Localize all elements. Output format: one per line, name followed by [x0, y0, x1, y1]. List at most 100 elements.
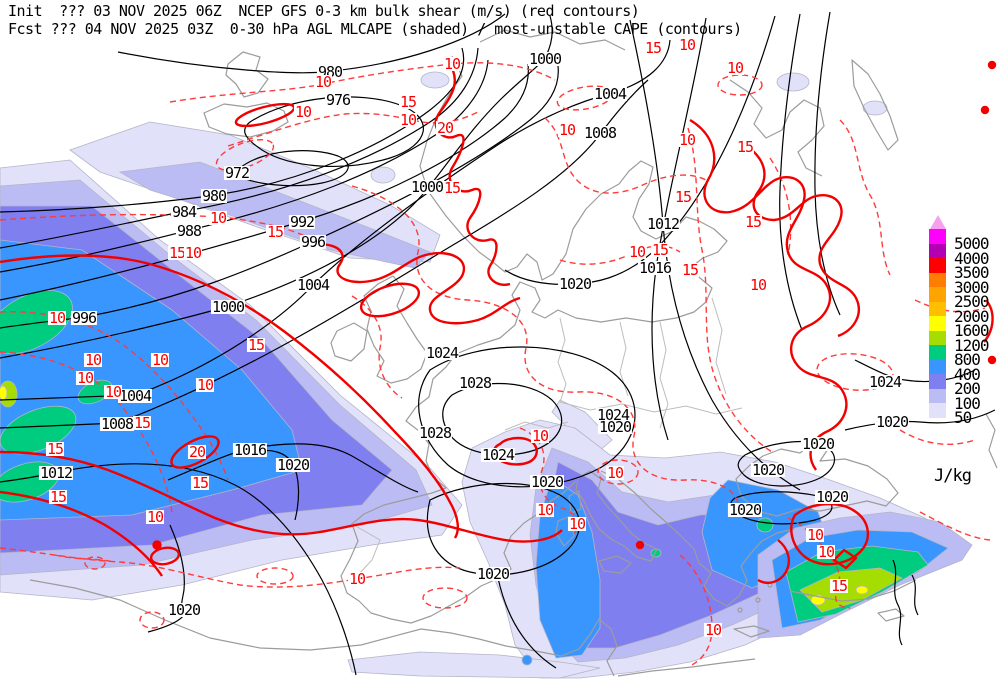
isobar-label: 1004: [117, 387, 152, 405]
isobar-label: 1028: [417, 424, 452, 442]
isobar-label: 1020: [166, 601, 201, 619]
isobar-label: 1020: [275, 456, 310, 474]
legend-entry: 100: [929, 388, 989, 411]
legend-value: 3000: [954, 277, 990, 297]
shear-label: 10: [725, 59, 744, 77]
isobar-label: 1008: [99, 415, 134, 433]
legend-entry: 50: [929, 403, 989, 426]
isobar-label: 1020: [814, 488, 849, 506]
isobar-label: 1016: [232, 441, 267, 459]
shear-label: 10: [805, 526, 824, 544]
shear-label: 15: [673, 188, 692, 206]
shear-label: 10: [208, 209, 227, 227]
shear-label: 10: [816, 543, 835, 561]
shear-label: 10: [605, 464, 624, 482]
shear-label: 15: [167, 244, 186, 262]
shear-label: 10: [557, 121, 576, 139]
legend-value: 2500: [954, 292, 990, 311]
legend-swatch: [929, 229, 946, 244]
shear-label: 15: [680, 261, 699, 279]
legend-entry: 5000: [929, 229, 990, 252]
legend-swatch: [929, 403, 946, 418]
legend-swatch: [929, 287, 946, 302]
shear-label: 10: [703, 621, 722, 639]
isobar-label: 976: [324, 91, 351, 109]
shear-label: 10: [195, 376, 214, 394]
legend-swatch: [929, 316, 946, 331]
isobar-label: 1008: [582, 124, 617, 142]
forecast-line: Fcst ??? 04 NOV 2025 03Z 0-30 hPa AGL ML…: [8, 20, 742, 38]
isobar-label: 988: [175, 222, 202, 240]
legend-entry: 200: [929, 374, 989, 397]
shear-label: 15: [398, 93, 417, 111]
isobar-label: 1004: [295, 276, 330, 294]
shear-label: 15: [442, 179, 461, 197]
shear-label: 15: [743, 213, 762, 231]
legend-value: 1600: [954, 321, 990, 340]
isobar-label: 1028: [457, 374, 492, 392]
scale-arrow-icon: [930, 215, 946, 229]
shear-label: 10: [627, 243, 646, 261]
legend-value: 100: [954, 393, 981, 413]
isobar-label: 1020: [800, 435, 835, 453]
isobar-label: 1020: [557, 275, 592, 293]
isobar-label: 1000: [409, 178, 444, 196]
legend-entry: 1200: [929, 330, 990, 353]
legend-value: 2000: [954, 306, 990, 326]
legend-swatch: [929, 243, 946, 258]
isobar-label: 1000: [527, 50, 562, 68]
legend-entry: 4000: [929, 243, 990, 266]
legend-value: 4000: [954, 248, 990, 268]
isobar-label: 1020: [475, 565, 510, 583]
isobar-label: 1020: [529, 473, 564, 491]
shear-label: 10: [347, 570, 366, 588]
isobar-label: 1024: [867, 373, 902, 391]
legend-value: 200: [954, 379, 981, 398]
legend-entry: 800: [929, 345, 989, 368]
legend-value: 800: [954, 350, 981, 369]
shear-label: 10: [677, 131, 696, 149]
legend-swatch: [929, 345, 946, 360]
shear-label: 10: [677, 36, 696, 54]
shear-label: 10: [398, 111, 417, 129]
units-label: J/kg: [934, 466, 972, 486]
shear-label: 15: [829, 577, 848, 595]
legend-swatch: [929, 388, 946, 403]
shear-label: 10: [150, 351, 169, 369]
init-line: Init ??? 03 NOV 2025 06Z NCEP GFS 0-3 km…: [8, 2, 640, 20]
isobar-label: 1020: [750, 461, 785, 479]
isobar-label: 1020: [597, 418, 632, 436]
shear-label: 10: [75, 369, 94, 387]
legend-value: 5000: [954, 234, 990, 253]
isobar-label: 1020: [727, 501, 762, 519]
shear-label: 15: [132, 414, 151, 432]
shear-label: 15: [246, 336, 265, 354]
isobar-label: 980: [200, 187, 227, 205]
legend-swatch: [929, 272, 946, 287]
legend-swatch: [929, 374, 946, 389]
isobar-label: 1004: [592, 85, 627, 103]
legend-swatch: [929, 330, 946, 345]
legend-value: 400: [954, 364, 981, 384]
shear-label: 15: [45, 440, 64, 458]
legend-value: 50: [954, 408, 972, 427]
shear-label: 10: [103, 383, 122, 401]
shear-label: 15: [735, 138, 754, 156]
isobar-label: 1012: [38, 464, 73, 482]
shear-label: 10: [183, 244, 202, 262]
isobar-label: 1024: [595, 406, 630, 424]
shear-label: 10: [83, 351, 102, 369]
isobar-label: 984: [170, 203, 197, 221]
shear-label: 15: [265, 223, 284, 241]
shear-label: 15: [650, 241, 669, 259]
legend-swatch: [929, 301, 946, 316]
isobar-label: 1016: [637, 259, 672, 277]
isobar-label: 1024: [424, 344, 459, 362]
shear-label: 10: [530, 427, 549, 445]
chart-title: Init ??? 03 NOV 2025 06Z NCEP GFS 0-3 km…: [8, 2, 742, 38]
isobar-label: 1024: [480, 446, 515, 464]
isobar-label: 1012: [645, 215, 680, 233]
legend-entry: 3000: [929, 272, 990, 295]
legend-entry: 3500: [929, 258, 990, 281]
